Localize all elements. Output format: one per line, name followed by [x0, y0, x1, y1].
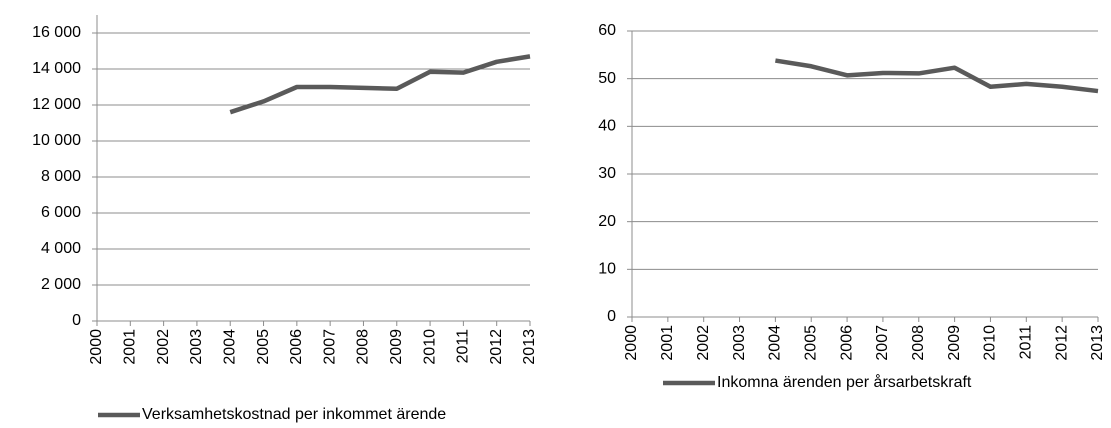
- x-tick-label: 2007: [321, 329, 338, 365]
- x-tick-label: 2002: [695, 325, 712, 361]
- y-tick-label: 4 000: [41, 240, 81, 257]
- x-tick-label: 2007: [874, 325, 891, 361]
- x-tick-label: 2011: [455, 329, 472, 364]
- x-tick-label: 2013: [1089, 325, 1106, 361]
- y-tick-label: 20: [598, 213, 616, 230]
- y-tick-label: 0: [72, 312, 81, 329]
- y-tick-label: 40: [598, 118, 616, 135]
- x-tick-label: 2013: [521, 329, 538, 365]
- x-tick-label: 2005: [802, 325, 819, 361]
- x-tick-label: 2001: [659, 325, 676, 361]
- x-tick-label: 2006: [288, 329, 305, 365]
- x-tick-label: 2010: [982, 325, 999, 361]
- legend-label: Inkomna ärenden per årsarbetskraft: [717, 373, 972, 391]
- x-tick-label: 2008: [910, 325, 927, 361]
- legend-label: Verksamhetskostnad per inkommet ärende: [142, 406, 446, 423]
- y-tick-label: 50: [598, 70, 616, 87]
- x-tick-label: 2009: [946, 325, 963, 361]
- y-tick-label: 14 000: [32, 60, 81, 77]
- x-tick-label: 2006: [838, 325, 855, 361]
- x-tick-label: 2003: [731, 325, 748, 361]
- y-tick-label: 0: [607, 308, 616, 325]
- x-tick-label: 2002: [155, 329, 172, 365]
- x-tick-label: 2003: [188, 329, 205, 365]
- x-tick-label: 2004: [767, 325, 784, 361]
- x-tick-label: 2012: [488, 329, 505, 365]
- x-tick-label: 2011: [1018, 325, 1035, 360]
- y-tick-label: 60: [598, 22, 616, 39]
- x-tick-label: 2001: [122, 329, 139, 365]
- y-tick-label: 30: [598, 165, 616, 182]
- y-tick-label: 10: [598, 261, 616, 278]
- x-tick-label: 2000: [623, 325, 640, 361]
- y-tick-label: 10 000: [32, 132, 81, 149]
- x-tick-label: 2000: [88, 329, 105, 365]
- x-tick-label: 2012: [1053, 325, 1070, 361]
- y-tick-label: 12 000: [32, 96, 81, 113]
- y-tick-label: 6 000: [41, 204, 81, 221]
- y-tick-label: 8 000: [41, 168, 81, 185]
- series-line: [229, 54, 531, 115]
- x-tick-label: 2008: [355, 329, 372, 365]
- x-tick-label: 2010: [421, 329, 438, 365]
- x-tick-label: 2005: [255, 329, 272, 365]
- series-line: [775, 58, 1099, 94]
- x-tick-label: 2004: [221, 329, 238, 365]
- y-tick-label: 2 000: [41, 276, 81, 293]
- x-tick-label: 2009: [388, 329, 405, 365]
- y-tick-label: 16 000: [32, 24, 81, 41]
